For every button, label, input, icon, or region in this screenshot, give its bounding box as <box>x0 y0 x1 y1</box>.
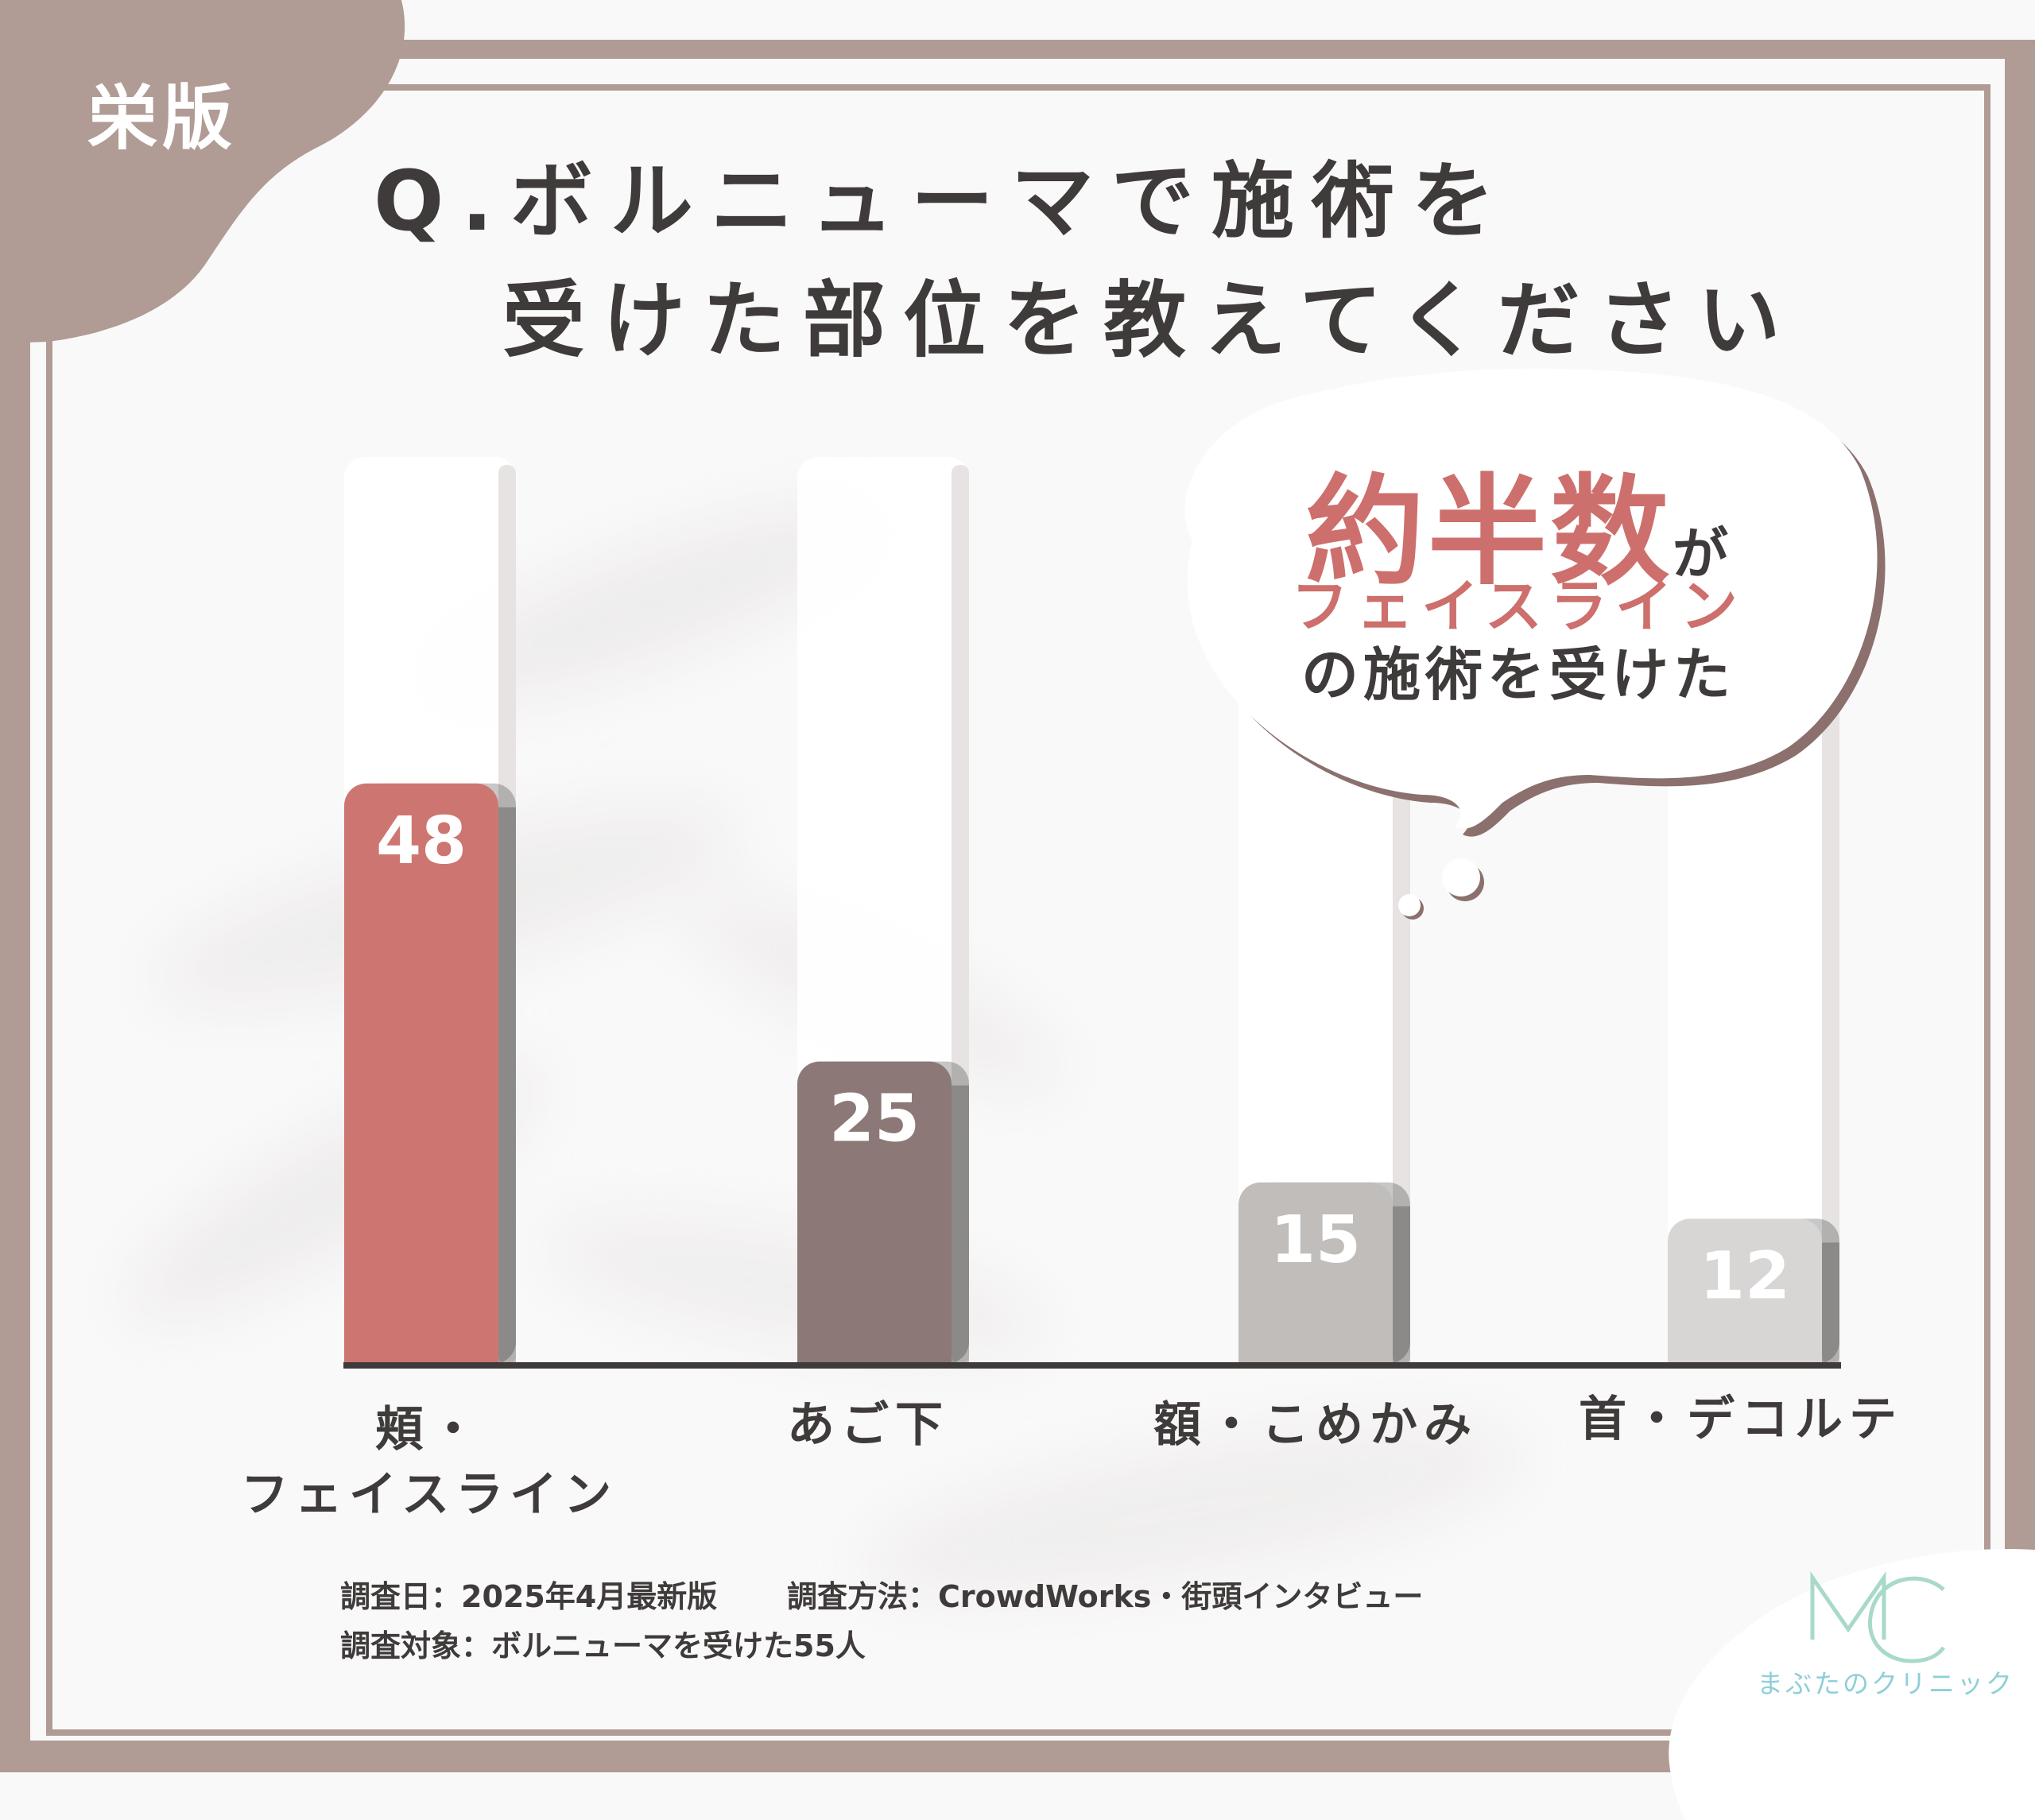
x-axis-label-line: 額・こめかみ <box>1153 1397 1478 1453</box>
bar-fill-body <box>797 1085 952 1364</box>
bar-4: 12 <box>1668 1218 1839 1364</box>
callout-emphasis: 約半数が <box>1240 436 1797 608</box>
x-axis-label-line: フェイスライン <box>240 1467 618 1523</box>
survey-method: 調査方法：CrowdWorks・街頭インタビュー <box>787 1579 1424 1614</box>
bar-value-label: 25 <box>829 1082 920 1157</box>
x-axis-label-4: 首・デコルテ <box>1502 1387 1979 1452</box>
bar-value-label: 48 <box>376 804 467 879</box>
bar-value-label: 12 <box>1700 1238 1790 1314</box>
callout-line-3: の施術を受けた <box>1300 641 1735 708</box>
callout-emphasis-text: 約半数 <box>1304 463 1673 602</box>
question-title-line-1: Q.ボルニューマで施術を <box>374 153 1512 250</box>
x-axis-label-1: 頬・ フェイスライン <box>191 1397 668 1528</box>
x-axis-label-line: 首・デコルテ <box>1579 1392 1903 1447</box>
speech-bubble <box>1184 368 1886 920</box>
question-title-line-2: 受けた部位を教えてください <box>502 272 1798 369</box>
bar-fill-body <box>344 807 498 1364</box>
x-axis-label-line: あご下 <box>787 1397 949 1453</box>
survey-date: 調査日：2025年4月最新版 <box>340 1579 718 1614</box>
bar-track-shade <box>498 465 516 1364</box>
bar-fill-body <box>1238 1206 1393 1364</box>
x-axis-label-2: あご下 <box>630 1392 1107 1458</box>
bar-3: 15 <box>1238 1182 1410 1364</box>
callout-line-2: フェイスライン <box>1291 573 1746 640</box>
survey-target: 調査対象：ボルニューマを受けた55人 <box>340 1628 866 1663</box>
bar-track-shade <box>952 465 969 1364</box>
bar-fill-body <box>1668 1242 1822 1364</box>
bar-2: 25 <box>797 1061 969 1364</box>
x-axis-label-3: 額・こめかみ <box>1077 1392 1554 1458</box>
bar-1: 48 <box>344 783 516 1364</box>
clinic-logo-mark <box>1810 1570 1946 1663</box>
edition-badge: 栄版 <box>87 77 238 159</box>
x-axis-label-line: 頬・ <box>375 1402 483 1458</box>
callout-particle: が <box>1673 521 1731 587</box>
clinic-name: まぶたのクリニック <box>1757 1668 2014 1699</box>
bar-value-label: 15 <box>1270 1202 1361 1278</box>
